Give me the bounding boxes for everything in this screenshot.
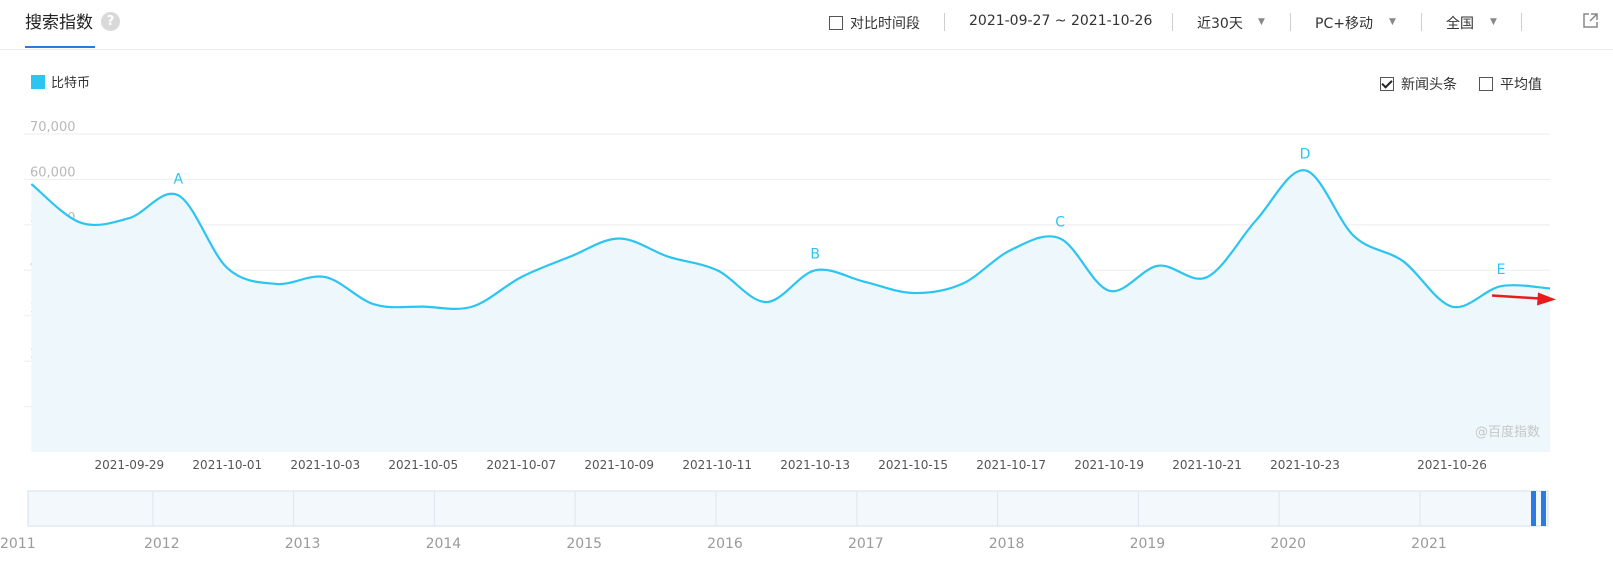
- x-tick-label: 2021-09-29: [94, 458, 164, 472]
- compare-checkbox[interactable]: [829, 16, 843, 30]
- toolbar-divider: [1290, 13, 1291, 31]
- navigator-year-label: 2013: [285, 536, 321, 552]
- y-tick-label: 60,000: [30, 165, 76, 180]
- range-navigator[interactable]: [27, 490, 1549, 527]
- navigator-year-label: 2015: [566, 536, 602, 552]
- x-tick-label: 2021-10-23: [1270, 458, 1340, 472]
- series-area-fill: [31, 170, 1551, 452]
- x-tick-label: 2021-10-19: [1074, 458, 1144, 472]
- navigator-year-label: 2019: [1130, 536, 1166, 552]
- navigator-year-label: 2014: [426, 536, 462, 552]
- annotation-label[interactable]: A: [174, 171, 184, 187]
- x-tick-label: 2021-10-21: [1172, 458, 1242, 472]
- navigator-year-label: 2020: [1270, 536, 1306, 552]
- header-bar: 搜索指数 ? 对比时间段 2021-09-27 ~ 2021-10-26 近30…: [0, 0, 1613, 50]
- news-checkbox[interactable]: [1380, 77, 1394, 91]
- x-tick-label: 2021-10-01: [192, 458, 262, 472]
- navigator-year-label: 2017: [848, 536, 884, 552]
- x-tick-label: 2021-10-15: [878, 458, 948, 472]
- toolbar-divider: [944, 13, 945, 31]
- navigator-year-label: 2021: [1411, 536, 1447, 552]
- chevron-down-icon: ▼: [1389, 17, 1396, 27]
- navigator-year-label: 2011: [0, 536, 36, 552]
- news-label: 新闻头条: [1401, 77, 1457, 93]
- arrow-shaft: [1491, 294, 1541, 300]
- x-tick-label: 2021-10-03: [290, 458, 360, 472]
- chevron-down-icon: ▼: [1258, 17, 1265, 27]
- annotation-label[interactable]: D: [1300, 146, 1311, 162]
- y-tick-label: 70,000: [30, 120, 76, 135]
- arrow-head-icon: [1537, 292, 1556, 306]
- legend-swatch: [31, 75, 45, 89]
- average-checkbox[interactable]: [1479, 77, 1493, 91]
- average-toggle[interactable]: 平均值: [1479, 74, 1542, 94]
- active-tab-indicator: [25, 46, 95, 48]
- page-title: 搜索指数: [25, 13, 93, 33]
- navigator-year-label: 2016: [707, 536, 743, 552]
- export-icon[interactable]: [1582, 12, 1599, 29]
- x-tick-label: 2021-10-26: [1417, 458, 1487, 472]
- x-tick-label: 2021-10-07: [486, 458, 556, 472]
- period-dropdown[interactable]: 近30天: [1197, 16, 1243, 32]
- chart-legend[interactable]: 比特币: [31, 72, 90, 91]
- region-dropdown[interactable]: 全国: [1446, 16, 1474, 32]
- device-dropdown[interactable]: PC+移动: [1315, 16, 1373, 32]
- x-tick-label: 2021-10-09: [584, 458, 654, 472]
- x-tick-label: 2021-10-17: [976, 458, 1046, 472]
- navigator-year-label: 2012: [144, 536, 180, 552]
- annotation-label[interactable]: B: [810, 246, 820, 262]
- series-line-bitcoin: [30, 169, 1551, 310]
- average-label: 平均值: [1500, 77, 1542, 93]
- annotation-label[interactable]: C: [1055, 214, 1065, 230]
- compare-period-toggle[interactable]: 对比时间段: [829, 13, 920, 33]
- navigator-year-label: 2018: [989, 536, 1025, 552]
- x-tick-label: 2021-10-05: [388, 458, 458, 472]
- toolbar-divider: [1172, 13, 1173, 31]
- chevron-down-icon: ▼: [1490, 17, 1497, 27]
- help-icon[interactable]: ?: [101, 12, 120, 31]
- range-handle-right[interactable]: [1541, 491, 1546, 526]
- compare-label: 对比时间段: [850, 16, 920, 32]
- legend-label: 比特币: [51, 76, 91, 91]
- news-headlines-toggle[interactable]: 新闻头条: [1380, 74, 1457, 94]
- date-range-picker[interactable]: 2021-09-27 ~ 2021-10-26: [969, 13, 1153, 29]
- watermark: @百度指数: [1475, 424, 1540, 440]
- toolbar-divider: [1421, 13, 1422, 31]
- range-handle-left[interactable]: [1531, 491, 1536, 526]
- annotation-label[interactable]: E: [1497, 262, 1506, 278]
- x-tick-label: 2021-10-11: [682, 458, 752, 472]
- toolbar-divider: [1521, 13, 1522, 31]
- x-tick-label: 2021-10-13: [780, 458, 850, 472]
